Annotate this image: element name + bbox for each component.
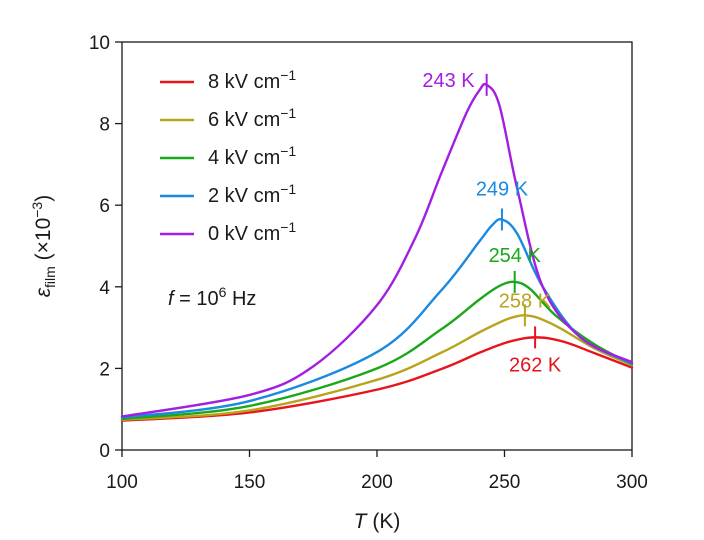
peak-label-1: 262 K bbox=[509, 354, 562, 376]
legend: 8 kV cm−1 6 kV cm−1 4 kV cm−1 2 kV cm−1 0 kV… bbox=[160, 67, 296, 245]
series-layer bbox=[120, 82, 634, 422]
x-tick-label: 300 bbox=[616, 472, 648, 493]
y-tick-label: 6 bbox=[99, 196, 110, 217]
legend-label-1: 8 kV cm−1 bbox=[208, 67, 296, 93]
legend-label-2: 6 kV cm−1 bbox=[208, 105, 296, 131]
x-tick-label: 200 bbox=[361, 472, 393, 493]
series-line-4 bbox=[120, 218, 634, 419]
frequency-annotation: f = 106 Hz bbox=[168, 284, 256, 310]
legend-label-5: 0 kV cm−1 bbox=[208, 219, 296, 245]
y-axis: 0 2 4 6 8 10 bbox=[89, 33, 122, 462]
series-line-3 bbox=[120, 280, 634, 421]
y-tick-label: 8 bbox=[99, 115, 110, 136]
x-tick-label: 100 bbox=[106, 472, 138, 493]
peak-label-5: 243 K bbox=[422, 70, 475, 92]
series-line-1 bbox=[120, 336, 634, 422]
peak-label-4: 249 K bbox=[476, 178, 529, 200]
y-axis-label: εfilm (×10−3) bbox=[29, 195, 58, 297]
y-tick-label: 0 bbox=[99, 441, 110, 462]
series-line-5 bbox=[120, 82, 634, 418]
legend-label-3: 4 kV cm−1 bbox=[208, 143, 296, 169]
x-tick-label: 150 bbox=[234, 472, 266, 493]
x-axis-label: T (K) bbox=[354, 510, 401, 533]
x-axis: 100 150 200 250 300 bbox=[106, 450, 648, 493]
peak-label-2: 258 K bbox=[499, 290, 552, 312]
legend-label-4: 2 kV cm−1 bbox=[208, 181, 296, 207]
y-tick-label: 4 bbox=[99, 278, 110, 299]
x-tick-label: 250 bbox=[489, 472, 521, 493]
peak-label-3: 254 K bbox=[489, 245, 542, 267]
peak-markers: 262 K 258 K 254 K 249 K 243 K bbox=[422, 70, 562, 377]
y-tick-label: 2 bbox=[99, 359, 110, 380]
y-tick-label: 10 bbox=[89, 33, 110, 54]
series-line-2 bbox=[120, 314, 634, 422]
